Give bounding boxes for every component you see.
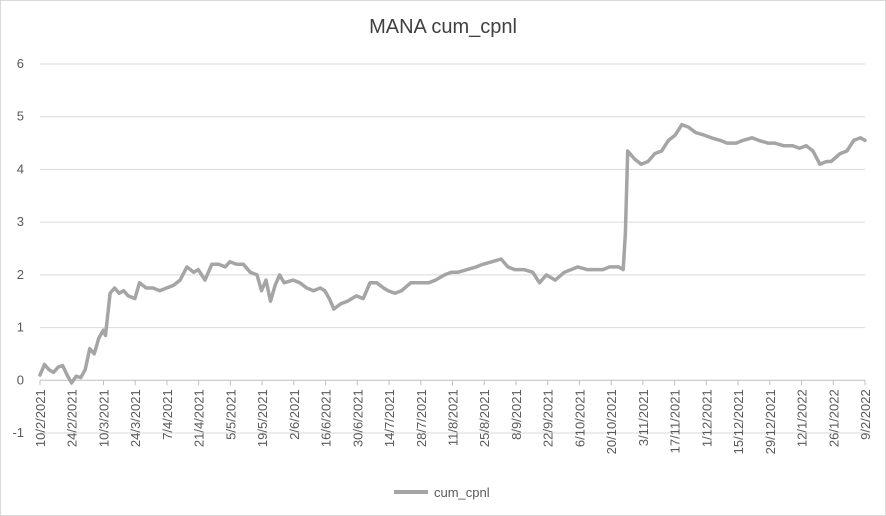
y-tick-label: 3 [17,214,24,229]
y-tick-label: 4 [17,161,24,176]
x-tick-label: 17/11/2021 [668,389,683,453]
x-tick-label: 10/3/2021 [96,389,111,447]
x-tick-label: 10/2/2021 [33,389,48,447]
x-tick-label: 6/10/2021 [572,389,587,447]
x-tick-label: 14/7/2021 [382,389,397,447]
y-tick-label: 2 [17,267,24,282]
x-tick-label: 20/10/2021 [604,389,619,454]
x-tick-label: 19/5/2021 [255,389,270,447]
legend-label: cum_cpnl [434,484,490,500]
y-tick-label: 6 [17,56,24,71]
x-tick-label: 9/2/2022 [858,389,873,440]
chart-title: MANA cum_cpnl [369,16,517,38]
x-tick-label: 12/1/2022 [795,389,810,447]
x-tick-label: 5/5/2021 [223,389,238,440]
y-axis-ticks: -1 0 1 2 3 4 5 6 [12,56,24,440]
x-tick-label: 26/1/2022 [826,389,841,447]
y-tick-label: 1 [17,320,24,335]
y-tick-label: 5 [17,109,24,124]
y-tick-label: 0 [17,372,24,387]
legend-swatch [394,490,428,494]
y-tick-label: -1 [12,425,24,440]
x-tick-label: 30/6/2021 [350,389,365,447]
x-tick-label: 8/9/2021 [509,389,524,440]
x-tick-label: 25/8/2021 [477,389,492,447]
x-tick-label: 22/9/2021 [541,389,556,447]
x-tick-label: 16/6/2021 [319,389,334,447]
x-tick-label: 24/3/2021 [128,389,143,447]
legend: cum_cpnl [394,484,490,500]
x-tick-label: 15/12/2021 [731,389,746,454]
x-tick-label: 11/8/2021 [446,389,461,446]
series-line-cum-cpnl [38,122,867,385]
x-axis-ticks: 10/2/2021 24/2/2021 10/3/2021 24/3/2021 7/4/… [33,380,873,454]
x-tick-label: 24/2/2021 [65,389,80,447]
x-tick-label: 28/7/2021 [414,389,429,447]
x-tick-label: 1/12/2021 [699,389,714,447]
x-tick-label: 21/4/2021 [192,389,207,447]
x-tick-label: 29/12/2021 [763,389,778,454]
x-tick-label: 3/11/2021 [636,389,651,446]
x-tick-label: 7/4/2021 [160,389,175,440]
gridlines [40,63,865,434]
series-group [38,122,867,385]
x-tick-label: 2/6/2021 [287,389,302,440]
